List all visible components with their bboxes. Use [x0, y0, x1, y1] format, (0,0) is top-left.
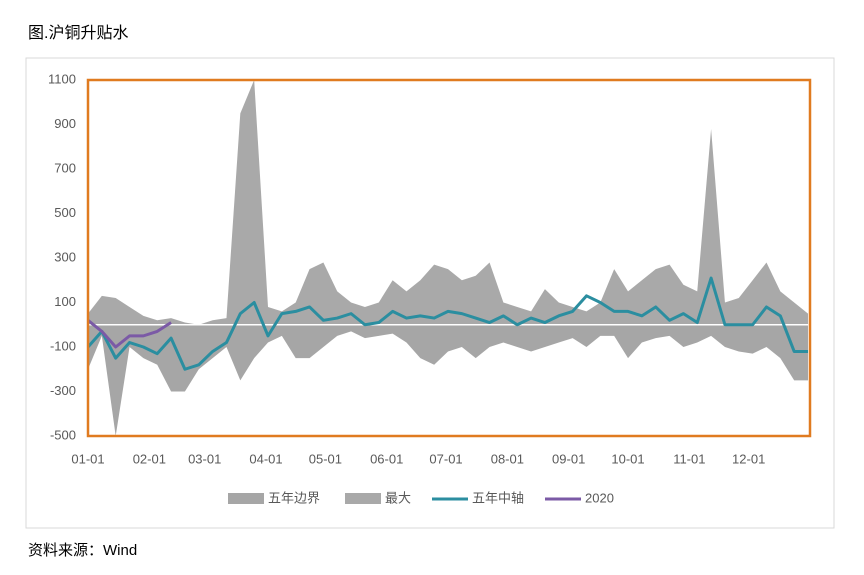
x-tick-label: 03-01	[188, 451, 221, 466]
x-tick-label: 09-01	[552, 451, 585, 466]
y-tick-label: 1100	[48, 71, 76, 86]
legend-swatch	[228, 493, 264, 504]
area	[88, 324, 809, 436]
line	[86, 276, 809, 371]
x-tick-label: 10-01	[611, 451, 644, 466]
legend-label: 最大	[385, 490, 411, 505]
legend-label: 2020	[585, 490, 614, 505]
legend-swatch	[345, 493, 381, 504]
y-tick-label: 300	[54, 249, 76, 264]
legend-label: 五年中轴	[472, 490, 524, 505]
x-tick-label: 06-01	[370, 451, 403, 466]
y-tick-label: -100	[50, 338, 76, 353]
x-tick-label: 08-01	[491, 451, 524, 466]
x-tick-label: 07-01	[429, 451, 462, 466]
chart-title: 图.沪铜升贴水	[28, 24, 128, 42]
x-tick-label: 01-01	[71, 451, 104, 466]
legend-label: 五年边界	[268, 490, 320, 505]
source-note: 资料来源：Wind	[28, 542, 137, 559]
x-tick-label: 11-01	[673, 451, 705, 466]
x-tick-label: 05-01	[309, 451, 342, 466]
y-tick-label: 500	[54, 205, 76, 220]
y-tick-label: 100	[54, 294, 76, 309]
plot-border	[86, 78, 812, 438]
y-tick-label: 900	[54, 116, 76, 131]
y-tick-label: -300	[50, 383, 76, 398]
y-tick-label: -500	[50, 427, 76, 442]
line	[87, 319, 172, 349]
x-tick-label: 12-01	[732, 451, 765, 466]
x-tick-label: 02-01	[133, 451, 166, 466]
x-tick-label: 04-01	[249, 451, 282, 466]
chart-frame	[25, 57, 835, 529]
area	[88, 80, 809, 325]
y-tick-label: 700	[54, 160, 76, 175]
